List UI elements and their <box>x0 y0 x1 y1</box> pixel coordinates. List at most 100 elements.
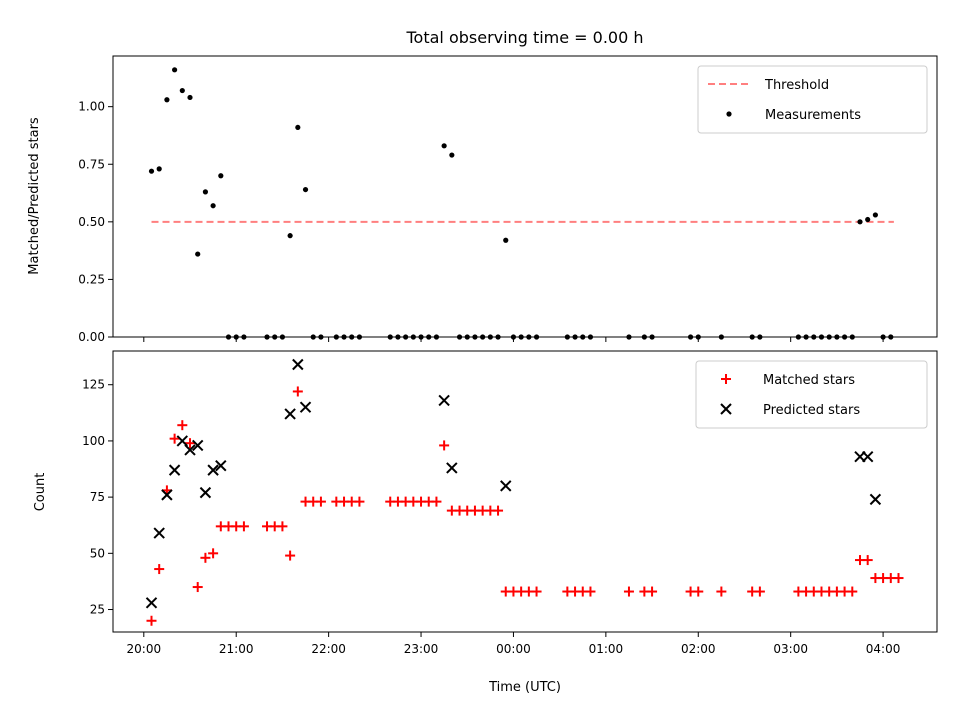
predicted-star-point <box>292 358 304 371</box>
predicted-legend-marker <box>720 403 732 415</box>
matched-star-point <box>585 586 596 597</box>
matched-star-point <box>146 615 157 626</box>
ratio-y-tick-label: 1.00 <box>78 100 105 114</box>
x-axis-label: Time (UTC) <box>488 680 561 695</box>
measurement-point <box>164 97 170 103</box>
measurement-point <box>179 87 185 94</box>
predicted-star-point <box>192 439 204 452</box>
measurement-point <box>872 212 878 218</box>
measurements-legend-marker <box>726 111 732 117</box>
predicted-star-point <box>284 408 296 420</box>
matched-star-point <box>277 521 288 532</box>
ratio-plot-frame <box>112 55 938 338</box>
count-x-tick-label: 23:00 <box>404 642 439 656</box>
count-x-tick-label: 01:00 <box>589 642 624 656</box>
measurement-point <box>218 173 224 179</box>
matched-star-point <box>623 586 634 597</box>
predicted-star-point <box>215 459 227 472</box>
matched-star-point <box>169 433 180 444</box>
ratio-y-tick-label: 0.50 <box>78 215 105 229</box>
count-y-axis-label: Count <box>33 473 48 512</box>
measurements-legend-label: Measurements <box>765 108 861 123</box>
predicted-star-point <box>207 464 219 476</box>
predicted-star-point <box>446 462 458 474</box>
matched-star-point <box>208 548 219 559</box>
count-legend-box <box>695 360 928 429</box>
predicted-star-point <box>861 450 874 463</box>
ratio-legend-box <box>697 65 928 134</box>
matched-star-point <box>847 586 858 597</box>
ratio-y-tick-label: 0.75 <box>78 157 105 171</box>
measurement-point <box>302 186 309 193</box>
matched-star-point <box>177 420 188 431</box>
measurement-point <box>172 67 178 73</box>
count-y-tick-label: 75 <box>90 490 105 504</box>
measurement-point <box>156 166 162 172</box>
matched-star-point <box>862 555 873 566</box>
matched-legend-label: Matched stars <box>763 373 855 388</box>
matched-star-point <box>192 582 203 593</box>
count-y-tick-label: 100 <box>82 434 105 448</box>
matched-star-point <box>439 440 450 451</box>
ratio-x-axis <box>143 337 884 342</box>
count-x-tick-label: 02:00 <box>681 642 716 656</box>
measurement-point <box>503 237 509 243</box>
measurement-point <box>441 143 447 149</box>
count-x-tick-label: 04:00 <box>866 642 901 656</box>
matched-star-point <box>292 386 303 397</box>
matched-star-point <box>754 586 765 597</box>
count-y-tick-label: 25 <box>90 603 105 617</box>
matched-star-point <box>354 496 365 507</box>
ratio-legend: Threshold Measurements <box>697 65 928 134</box>
matched-star-point <box>285 550 296 561</box>
matched-star-point <box>647 586 658 597</box>
threshold-legend-label: Threshold <box>764 78 829 93</box>
count-x-tick-label: 21:00 <box>219 642 254 656</box>
measurement-point <box>865 216 871 223</box>
matched-star-point <box>238 521 249 532</box>
measurement-point <box>195 251 201 257</box>
count-legend: Matched stars Predicted stars <box>695 360 928 429</box>
count-y-tick-label: 50 <box>90 546 105 560</box>
count-x-tick-label: 22:00 <box>311 642 346 656</box>
count-y-tick-label: 125 <box>82 378 105 392</box>
predicted-legend-label: Predicted stars <box>763 403 860 418</box>
predicted-star-point <box>153 527 165 539</box>
measurement-point <box>210 203 216 209</box>
count-x-axis: 20:00 21:00 22:00 23:00 00:00 01:00 02:00 03:00… <box>127 632 901 656</box>
measurement-point <box>449 152 455 158</box>
ratio-y-tick-label: 0.25 <box>78 272 105 286</box>
matched-star-point <box>716 586 727 597</box>
count-series-group <box>145 358 904 626</box>
measurement-point <box>287 233 293 239</box>
count-y-axis: 25 50 75 100 125 <box>82 378 113 617</box>
predicted-star-point <box>161 489 173 501</box>
matched-star-point <box>893 573 904 584</box>
predicted-star-point <box>500 480 512 492</box>
measurement-point <box>148 168 155 174</box>
count-x-tick-label: 03:00 <box>773 642 808 656</box>
measurement-point <box>857 219 863 225</box>
predicted-star-point <box>869 493 882 506</box>
chart-title: Total observing time = 0.00 h <box>405 28 643 47</box>
matched-star-point <box>200 552 211 563</box>
count-x-tick-label: 20:00 <box>127 642 162 656</box>
ratio-y-tick-label: 0.00 <box>78 330 105 344</box>
predicted-star-point <box>145 597 158 609</box>
ratio-y-axis-label: Matched/Predicted stars <box>27 117 42 275</box>
matched-star-point <box>493 505 504 516</box>
ratio-y-axis: 0.00 0.25 0.50 0.75 1.00 <box>78 100 113 344</box>
predicted-star-point <box>184 444 196 456</box>
predicted-star-point <box>176 435 189 447</box>
matched-star-point <box>531 586 542 597</box>
ratio-panel: Total observing time = 0.00 h 0.000.250.… <box>27 28 938 344</box>
matched-star-point <box>154 564 165 575</box>
matched-star-point <box>431 496 442 507</box>
predicted-star-point <box>438 394 450 407</box>
matched-star-point <box>185 438 196 449</box>
matched-star-point <box>693 586 704 597</box>
matched-legend-marker <box>721 374 731 384</box>
matched-star-point <box>315 496 326 507</box>
predicted-star-point <box>299 401 312 413</box>
